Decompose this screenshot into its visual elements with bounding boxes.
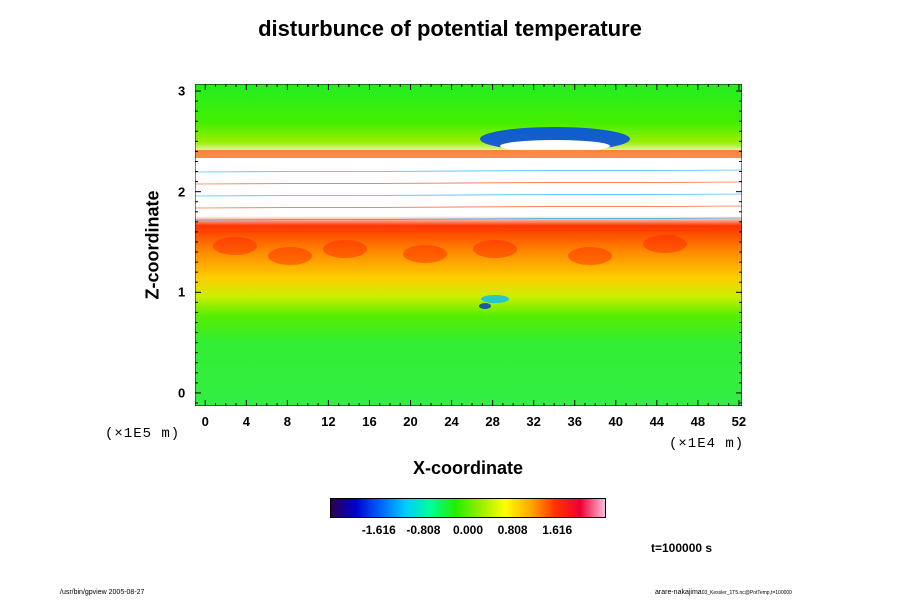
colorbar-tick-label: 1.616 <box>542 523 573 537</box>
x-tick-label: 20 <box>403 414 418 429</box>
warm-eddy <box>403 245 447 263</box>
x-tick-label: 32 <box>526 414 541 429</box>
footer-author: arare-nakajima <box>655 589 702 596</box>
heatmap-plot <box>195 84 742 406</box>
footer-source: arare-nakajima03_Kessler_1T5.nc@PotTemp,… <box>655 589 792 596</box>
colorbar <box>330 498 606 518</box>
x-tick-label: 16 <box>362 414 377 429</box>
y-tick-label: 3 <box>178 83 186 99</box>
warm-eddy <box>568 247 612 265</box>
warm-eddy <box>268 247 312 265</box>
y-tick-label: 0 <box>178 385 186 401</box>
x-axis-label: X-coordinate <box>412 458 524 478</box>
footer-file: 03_Kessler_1T5.nc@PotTemp,t=100000 <box>701 590 792 596</box>
layer-contour <box>195 229 742 233</box>
cold-patch <box>481 295 509 303</box>
x-tick-label: 52 <box>731 414 747 429</box>
y-scale-note: (×1E5 m) <box>105 426 181 442</box>
colorbar-tick-label: 0.808 <box>497 523 528 537</box>
warm-eddy <box>323 240 367 258</box>
x-tick-label: 0 <box>201 414 209 429</box>
x-tick-label: 12 <box>321 414 336 429</box>
heatmap-field <box>195 84 742 406</box>
colorbar-tick-label: -0.808 <box>406 523 441 537</box>
time-annotation: t=100000 s <box>651 541 713 555</box>
layer-contour <box>195 169 742 173</box>
chart-title: disturbunce of potential temperature <box>258 16 642 41</box>
x-scale-note: (×1E4 m) <box>669 436 745 452</box>
x-tick-label: 36 <box>567 414 582 429</box>
footer-command: /usr/bin/gpview 2005-08-27 <box>60 589 145 596</box>
layer-contour <box>195 205 742 209</box>
x-tick-label: 48 <box>690 414 706 429</box>
x-tick-label: 4 <box>242 414 250 429</box>
x-tick-label: 24 <box>444 414 459 429</box>
heatmap-background <box>195 84 742 406</box>
x-tick-label: 28 <box>485 414 500 429</box>
x-tick-label: 44 <box>649 414 665 429</box>
x-tick-label: 8 <box>283 414 291 429</box>
y-tick-label: 1 <box>178 284 186 300</box>
x-tick-label: 40 <box>608 414 623 429</box>
layer-contour <box>195 181 742 185</box>
undefined-region <box>500 140 610 152</box>
colorbar-tick-label: 0.000 <box>452 523 484 537</box>
warm-upper-band <box>195 150 742 158</box>
y-axis-label: Z-coordinate <box>142 190 163 300</box>
layer-contour <box>195 193 742 197</box>
warm-eddy <box>213 237 257 255</box>
axis-ticks <box>195 84 742 406</box>
cold-patch <box>479 303 491 309</box>
layer-contour <box>195 217 742 221</box>
warm-eddy <box>643 235 687 253</box>
colorbar-tick-label: -1.616 <box>361 523 396 537</box>
warm-eddy <box>473 240 517 258</box>
y-tick-label: 2 <box>178 184 186 200</box>
